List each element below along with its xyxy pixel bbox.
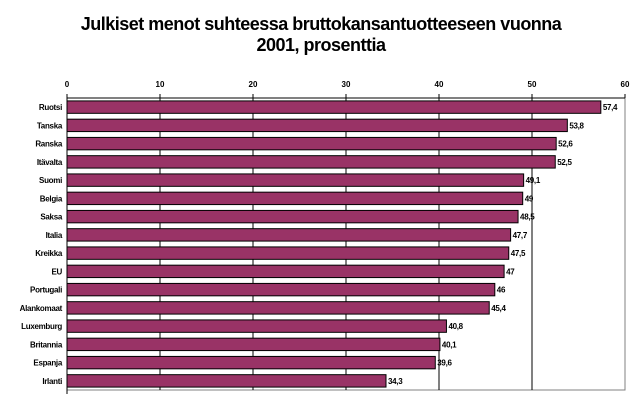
bar	[66, 282, 496, 297]
category-label: Itävalta	[37, 158, 63, 167]
bar	[66, 264, 505, 279]
data-label: 52,6	[558, 140, 573, 149]
bar	[66, 173, 525, 187]
category-label: Suomi	[39, 176, 62, 185]
category-label: Ruotsi	[39, 103, 62, 112]
data-label: 49,1	[526, 176, 541, 185]
tick-label: 50	[528, 80, 537, 89]
category-label: EU	[51, 267, 62, 276]
category-label: Ranska	[35, 140, 63, 149]
data-label: 40,1	[442, 340, 457, 349]
category-label: Britannia	[30, 340, 63, 349]
bar	[66, 319, 447, 333]
data-label: 52,5	[557, 158, 572, 167]
data-label: 53,8	[569, 121, 584, 130]
category-label: Portugali	[30, 286, 62, 295]
data-label: 49	[525, 194, 534, 203]
data-label: 47,5	[511, 249, 526, 258]
category-label: Kreikka	[35, 249, 63, 258]
bar	[66, 118, 568, 133]
bar	[66, 374, 387, 388]
tick-label: 20	[249, 80, 258, 89]
data-label: 47	[506, 267, 515, 276]
tick-label: 60	[621, 80, 630, 89]
category-label: Saksa	[40, 213, 62, 222]
title-line-2: 2001, prosenttia	[256, 35, 386, 55]
tick-label: 10	[156, 80, 165, 89]
bar	[66, 191, 524, 206]
data-label: 34,3	[388, 377, 403, 386]
bar	[66, 337, 441, 352]
bar	[66, 209, 519, 224]
data-label: 57,4	[603, 103, 618, 112]
chart-title: Julkiset menot suhteessa bruttokansantuo…	[0, 14, 642, 56]
data-label: 45,4	[491, 304, 506, 313]
data-label: 48,5	[520, 213, 535, 222]
category-label: Luxemburg	[21, 322, 62, 331]
bar	[66, 136, 557, 151]
category-label: Espanja	[33, 359, 62, 368]
category-label: Belgia	[40, 194, 63, 203]
title-line-1: Julkiset menot suhteessa bruttokansantuo…	[80, 14, 562, 34]
data-label: 46	[497, 286, 506, 295]
bar	[66, 228, 512, 242]
bar	[66, 155, 556, 169]
category-label: Irlanti	[42, 377, 62, 386]
data-label: 47,7	[513, 231, 528, 240]
category-label: Italia	[46, 231, 63, 240]
data-label: 40,8	[448, 322, 463, 331]
category-label: Alankomaat	[20, 304, 63, 313]
bar	[66, 355, 436, 370]
bar	[66, 246, 510, 260]
bar	[66, 100, 602, 114]
tick-label: 0	[65, 80, 70, 89]
bar	[66, 301, 490, 315]
category-label: Tanska	[37, 121, 63, 130]
tick-label: 40	[435, 80, 444, 89]
tick-label: 30	[342, 80, 351, 89]
data-label: 39,6	[437, 359, 452, 368]
